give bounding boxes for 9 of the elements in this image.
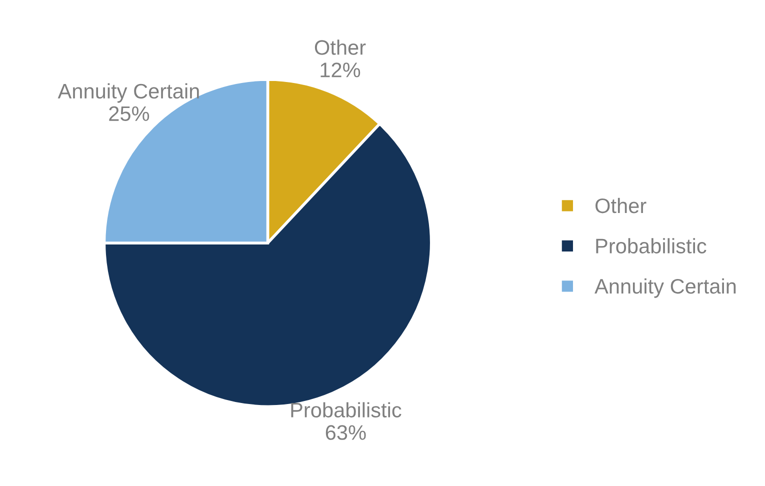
data-label: 25% <box>109 106 150 122</box>
slice-label: Annuity Certain <box>58 83 199 103</box>
slice-label: Other <box>314 40 366 55</box>
slice-label: Probabilistic <box>291 402 402 418</box>
legend-label: Probabilistic <box>596 238 706 254</box>
data-label: 12% <box>320 62 360 78</box>
legend-label: Other <box>596 198 646 214</box>
data-label: 63% <box>326 425 366 440</box>
legend-label: Annuity Certain <box>594 278 736 298</box>
